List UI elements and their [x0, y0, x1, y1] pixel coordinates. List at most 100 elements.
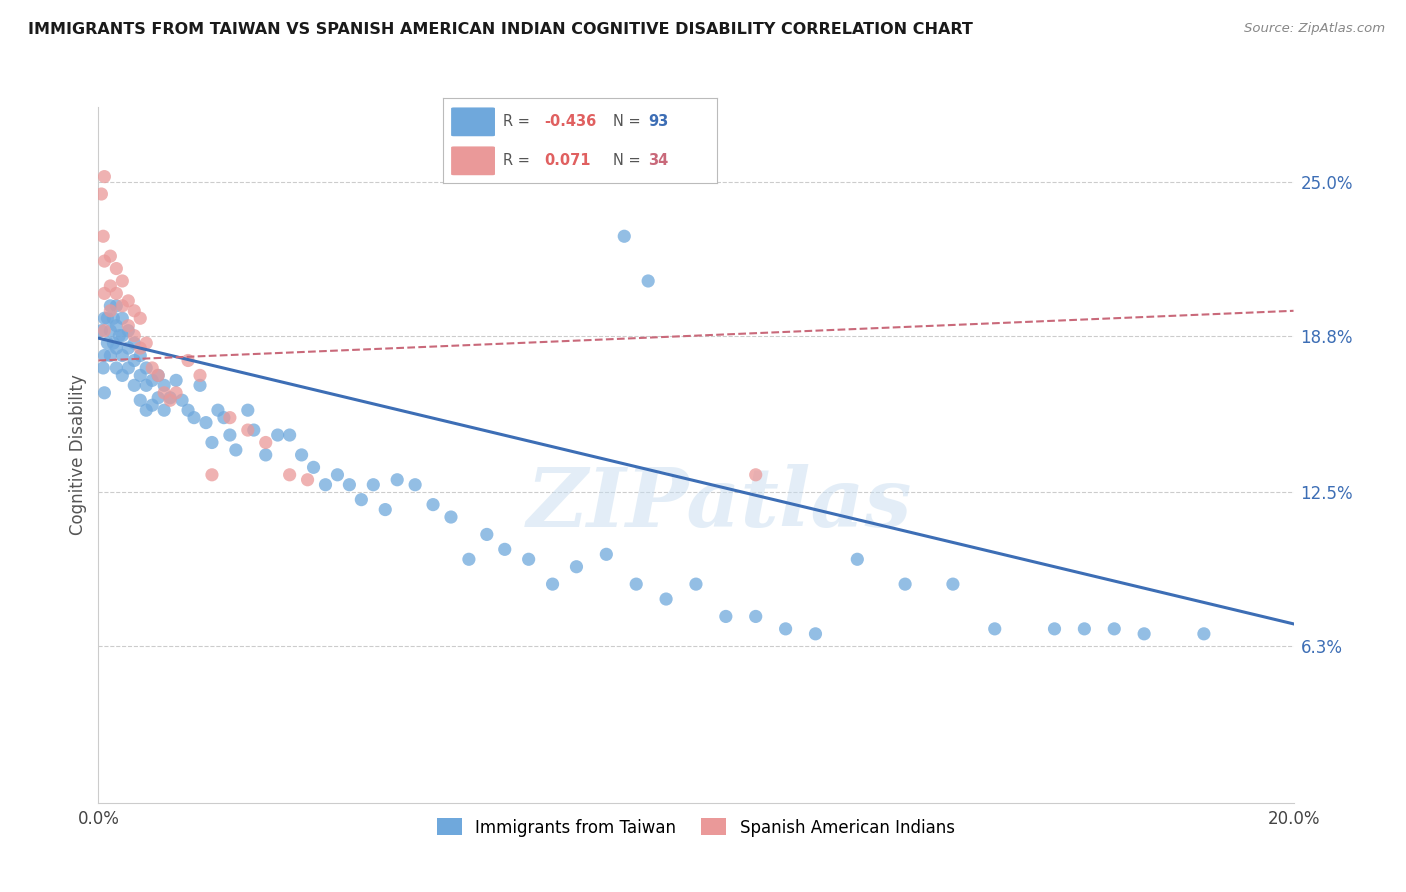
Point [129, 393, 152, 408]
Point [195, 416, 218, 430]
Point [745, 609, 768, 624]
Point [153, 403, 176, 417]
Point [98, 279, 122, 293]
Point [219, 428, 242, 442]
Point [141, 361, 163, 376]
Point [422, 498, 444, 512]
Point [804, 627, 827, 641]
Point [1104, 622, 1126, 636]
Point [141, 398, 163, 412]
Point [302, 460, 325, 475]
Point [201, 435, 224, 450]
Point [129, 349, 152, 363]
Point [254, 435, 277, 450]
Point [165, 385, 187, 400]
Text: ZIPatlas: ZIPatlas [527, 464, 912, 543]
Point [595, 547, 617, 561]
Point [117, 341, 139, 355]
Point [613, 229, 636, 244]
Point [494, 542, 516, 557]
Text: IMMIGRANTS FROM TAIWAN VS SPANISH AMERICAN INDIAN COGNITIVE DISABILITY CORRELATI: IMMIGRANTS FROM TAIWAN VS SPANISH AMERIC… [28, 22, 973, 37]
Text: R =: R = [503, 114, 530, 129]
Point [111, 299, 134, 313]
Point [98, 299, 122, 313]
Point [90, 187, 112, 202]
Point [177, 403, 200, 417]
Point [745, 467, 768, 482]
Point [339, 477, 361, 491]
Text: 93: 93 [648, 114, 669, 129]
Point [93, 311, 115, 326]
Point [1192, 627, 1215, 641]
Point [98, 249, 122, 263]
Point [117, 324, 139, 338]
Point [153, 378, 176, 392]
Point [225, 442, 247, 457]
Point [105, 318, 128, 333]
Point [153, 385, 176, 400]
Point [111, 274, 134, 288]
Point [267, 428, 290, 442]
Point [212, 410, 235, 425]
Point [108, 328, 131, 343]
Point [236, 403, 259, 417]
Point [93, 324, 115, 338]
Point [637, 274, 659, 288]
Point [93, 385, 115, 400]
Point [984, 622, 1007, 636]
Point [475, 527, 498, 541]
Point [1043, 622, 1066, 636]
Point [188, 368, 211, 383]
Point [93, 286, 115, 301]
Point [291, 448, 314, 462]
Point [135, 378, 157, 392]
Point [135, 361, 157, 376]
Legend: Immigrants from Taiwan, Spanish American Indians: Immigrants from Taiwan, Spanish American… [430, 812, 962, 843]
FancyBboxPatch shape [451, 107, 495, 136]
Point [219, 410, 242, 425]
Point [148, 368, 170, 383]
Point [183, 410, 205, 425]
Point [458, 552, 481, 566]
Point [117, 318, 139, 333]
Point [105, 361, 128, 376]
Point [517, 552, 540, 566]
Y-axis label: Cognitive Disability: Cognitive Disability [69, 375, 87, 535]
Point [565, 559, 588, 574]
Text: 34: 34 [648, 153, 669, 169]
Point [124, 353, 146, 368]
Point [98, 303, 122, 318]
Point [135, 403, 157, 417]
Point [404, 477, 426, 491]
Point [96, 311, 118, 326]
Point [111, 311, 134, 326]
Point [111, 328, 134, 343]
Point [98, 324, 122, 338]
Point [278, 428, 301, 442]
Point [159, 393, 181, 408]
Point [105, 286, 128, 301]
Point [124, 336, 146, 351]
Point [103, 311, 125, 326]
Point [148, 368, 170, 383]
Point [894, 577, 917, 591]
Text: N =: N = [613, 153, 641, 169]
Point [172, 393, 194, 408]
Point [315, 477, 337, 491]
Point [117, 361, 139, 376]
Point [350, 492, 373, 507]
Point [111, 368, 134, 383]
Point [363, 477, 385, 491]
Point [243, 423, 266, 437]
Text: R =: R = [503, 153, 530, 169]
Point [177, 353, 200, 368]
Point [714, 609, 737, 624]
Point [124, 303, 146, 318]
Text: N =: N = [613, 114, 641, 129]
Point [188, 378, 211, 392]
Point [105, 261, 128, 276]
Point [236, 423, 259, 437]
Point [326, 467, 349, 482]
Text: -0.436: -0.436 [544, 114, 596, 129]
Point [141, 373, 163, 387]
